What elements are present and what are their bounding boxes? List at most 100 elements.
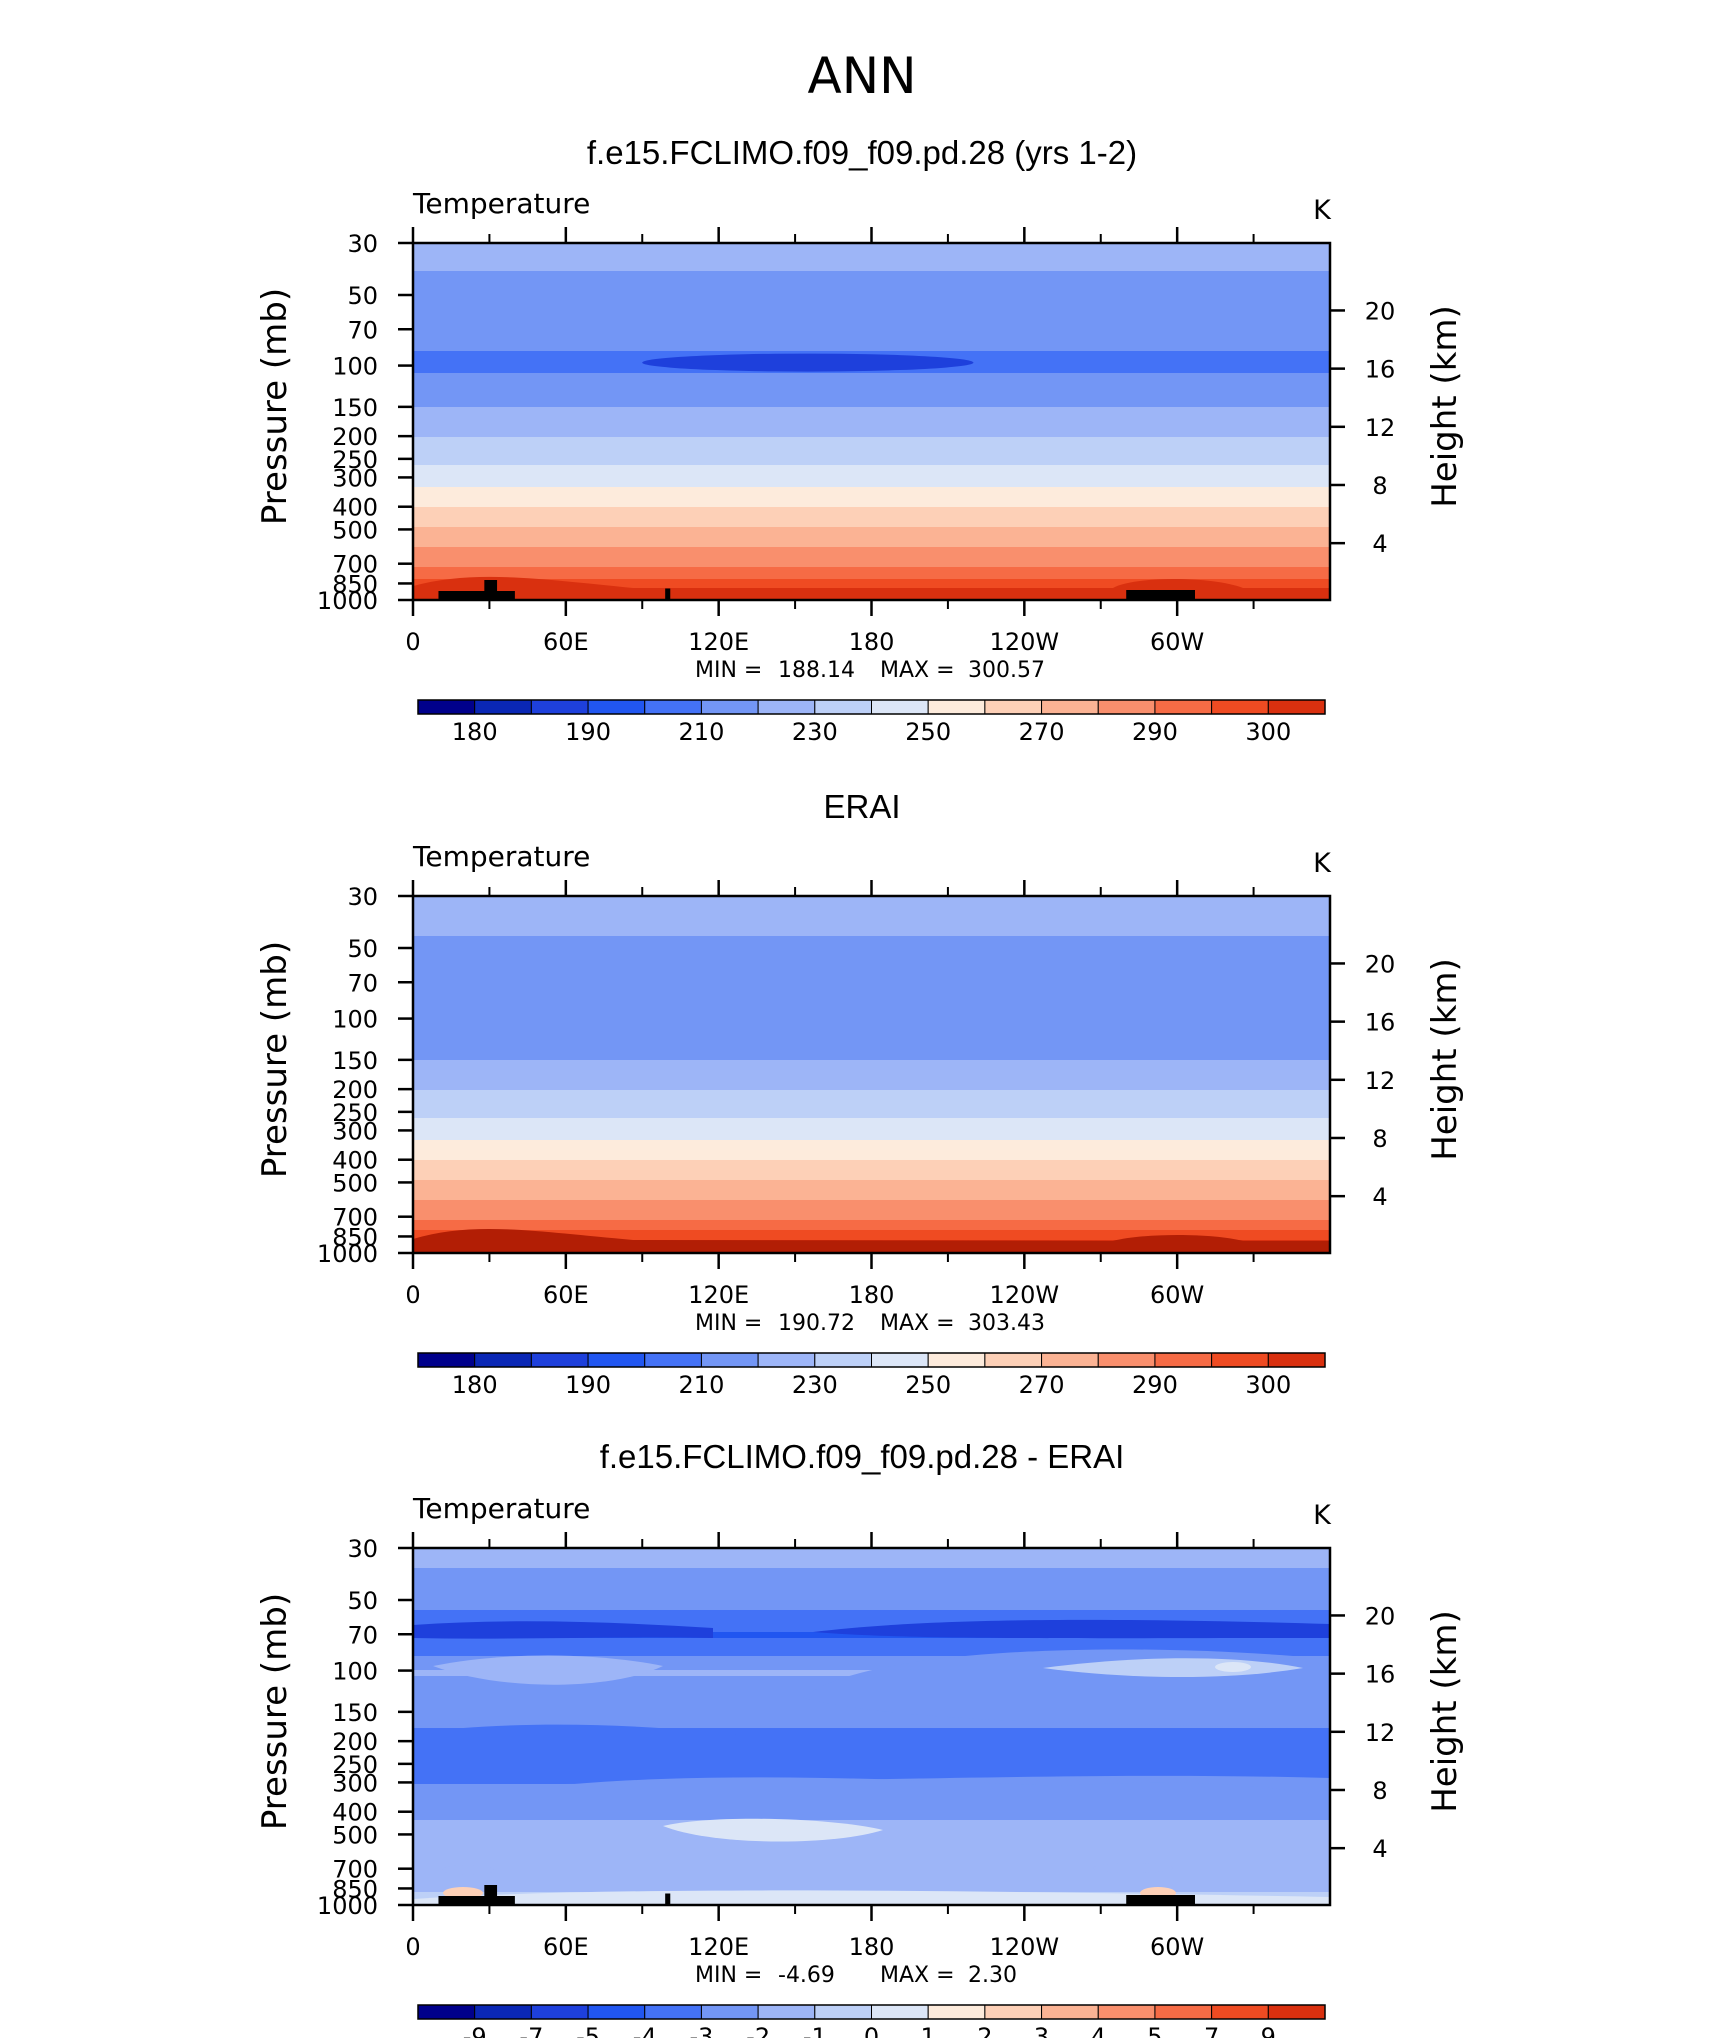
colorbar-box [417,1352,476,1368]
contour-band [413,1118,1330,1141]
y-tick-label: 70 [347,1621,378,1649]
diff-region [1215,1662,1251,1672]
contour-band [413,1568,1330,1611]
y-tick-label: 850 [332,1223,378,1251]
colorbar-box [984,2004,1043,2020]
y-tick-label: 250 [332,1099,378,1127]
y-tick-label: 200 [332,1076,378,1104]
contour-band [413,547,1330,568]
colorbar-box [530,2004,589,2020]
variable-label: Temperature [412,187,590,220]
colorbar-box [1154,699,1213,715]
y2-tick-label: 4 [1372,1183,1387,1211]
colorbar-label: 180 [452,1371,498,1399]
y-tick-label: 30 [347,883,378,911]
y-tick-label: 100 [332,1006,378,1034]
figure-title: ANN [807,47,916,105]
contour-band [413,487,1330,508]
colorbar-label: 0 [864,2023,879,2038]
contour-band [413,243,1330,272]
y2-tick-label: 8 [1372,1125,1387,1153]
colorbar-label: 290 [1132,718,1178,746]
x-tick-label: 60W [1150,628,1204,656]
colorbar-box [530,699,589,715]
contour-band [413,507,1330,528]
units-label: K [1313,195,1332,226]
y2-tick-label: 12 [1365,1719,1396,1747]
colorbar-box [587,699,646,715]
colorbar-label: 180 [452,718,498,746]
colorbar-box [1154,1352,1213,1368]
contour-band [413,1160,1330,1181]
colorbar-box [700,699,759,715]
y-tick-label: 300 [332,1117,378,1145]
diff-region [413,1724,1330,1784]
y2-axis-label: Height (km) [1425,305,1465,508]
y-tick-label: 400 [332,494,378,522]
colorbar-box [984,1352,1043,1368]
y-tick-label: 850 [332,1875,378,1903]
variable-label: Temperature [412,840,590,873]
x-tick-label: 120E [688,628,749,656]
y2-tick-label: 20 [1365,950,1396,978]
colorbar-label: -5 [576,2023,600,2038]
stats-max-value: 303.43 [968,1311,1045,1336]
x-tick-label: 180 [849,1281,895,1309]
colorbar-label: 190 [565,1371,611,1399]
x-tick-label: 120E [688,1933,749,1961]
colorbar-label: -2 [746,2023,770,2038]
colorbar-box [871,1352,929,1368]
stats-min-label: MIN = [695,1963,762,1988]
y-tick-label: 100 [332,353,378,381]
y2-axis-label: Height (km) [1425,1610,1465,1813]
diff-region [663,1818,883,1842]
colorbar-label: -7 [519,2023,543,2038]
colorbar-label: 4 [1091,2023,1106,2038]
x-tick-label: 120W [990,1281,1060,1309]
y-tick-label: 400 [332,1147,378,1175]
y2-tick-label: 16 [1365,356,1396,384]
stats-min-label: MIN = [695,658,762,683]
colorbar-frame [417,1352,1326,1368]
y-tick-label: 300 [332,464,378,492]
colorbar-box [474,699,532,715]
x-tick-label: 120W [990,628,1060,656]
y-axis-label: Pressure (mb) [255,288,295,525]
y-tick-label: 1000 [317,1240,378,1268]
colorbar-label: -4 [633,2023,657,2038]
x-tick-label: 60E [543,628,589,656]
colorbar-box [1041,1352,1099,1368]
colorbar-label: -3 [689,2023,713,2038]
contour-band [413,1060,1330,1091]
contour-band [413,1230,1330,1241]
y-tick-label: 300 [332,1769,378,1797]
y-axis-label: Pressure (mb) [255,1593,295,1830]
x-tick-label: 0 [405,1933,420,1961]
y-tick-label: 700 [332,551,378,579]
y-tick-label: 150 [332,1047,378,1075]
stats-min-label: MIN = [695,1311,762,1336]
y-tick-label: 70 [347,316,378,344]
y2-axis-label: Height (km) [1425,958,1465,1161]
colorbar-frame [417,699,1326,715]
colorbar-box [927,2004,986,2020]
colorbar-label: 230 [792,1371,838,1399]
diff-region [413,1621,713,1639]
y-tick-label: 150 [332,1699,378,1727]
topography [484,1885,498,1905]
contour-band [413,1180,1330,1201]
diff-region [813,1619,1330,1639]
colorbar-box [587,2004,646,2020]
colorbar-box [1267,699,1326,715]
colorbar-box [927,1352,986,1368]
stats-max-label: MAX = [880,1311,955,1336]
colorbar-label: -1 [803,2023,827,2038]
colorbar-label: 5 [1147,2023,1162,2038]
colorbar-box [644,1352,702,1368]
variable-label: Temperature [412,1492,590,1525]
y-tick-label: 500 [332,1169,378,1197]
y-tick-label: 250 [332,446,378,474]
contour-band [413,1632,1330,1639]
y2-tick-label: 8 [1372,472,1387,500]
units-label: K [1313,1500,1332,1531]
